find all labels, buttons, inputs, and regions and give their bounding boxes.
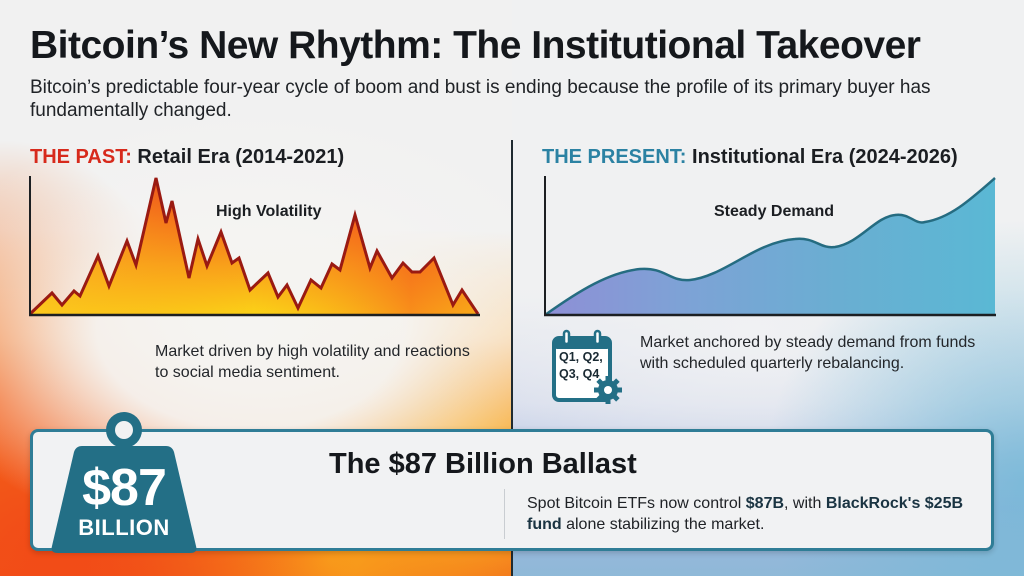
past-caption: Market driven by high volatility and rea… <box>155 343 470 381</box>
calendar-quarters-line1: Q1, Q2, <box>559 350 603 364</box>
ballast-separator <box>504 489 505 539</box>
ballast-text-3: alone stabilizing the market. <box>561 516 765 533</box>
present-caption: Market anchored by steady demand from fu… <box>640 334 976 372</box>
ballast-description: Spot Bitcoin ETFs now control $87B, with… <box>527 493 987 535</box>
section-divider <box>511 140 513 576</box>
ballast-text-etf-amount: $87B <box>745 495 785 512</box>
calendar-gear-icon <box>552 329 622 404</box>
ballast-text-2: , with <box>784 495 826 512</box>
ballast-text-blackrock: BlackRock's $25B fund <box>527 495 964 533</box>
calendar-quarters-line2: Q3, Q4 <box>559 367 600 381</box>
past-tag: THE PAST: <box>30 146 132 168</box>
volatility-chart: High Volatility <box>25 170 485 320</box>
steady-demand-chart-graphic <box>544 176 996 317</box>
past-era: Retail Era (2014-2021) <box>137 146 345 168</box>
page-title: Bitcoin’s New Rhythm: The Institutional … <box>30 24 921 67</box>
page-subtitle: Bitcoin’s predictable four-year cycle of… <box>30 77 931 121</box>
present-heading: THE PRESENT: Institutional Era (2024-202… <box>542 146 958 169</box>
steady-demand-label: Steady Demand <box>714 203 835 220</box>
ballast-text-1: Spot Bitcoin ETFs now control <box>527 495 746 512</box>
weight-unit: BILLION <box>78 515 170 540</box>
volatility-label: High Volatility <box>216 203 322 220</box>
past-heading: THE PAST: Retail Era (2014-2021) <box>30 146 344 169</box>
steady-demand-chart: Steady Demand <box>540 170 1000 320</box>
present-era: Institutional Era (2024-2026) <box>692 146 958 168</box>
weight-amount: $87 <box>82 459 167 517</box>
volatility-chart-graphic <box>28 176 480 317</box>
ballast-card: The $87 Billion Ballast Spot Bitcoin ETF… <box>30 429 994 551</box>
present-tag: THE PRESENT: <box>542 146 687 168</box>
ballast-title: The $87 Billion Ballast <box>329 448 637 480</box>
weight-icon <box>51 412 197 553</box>
